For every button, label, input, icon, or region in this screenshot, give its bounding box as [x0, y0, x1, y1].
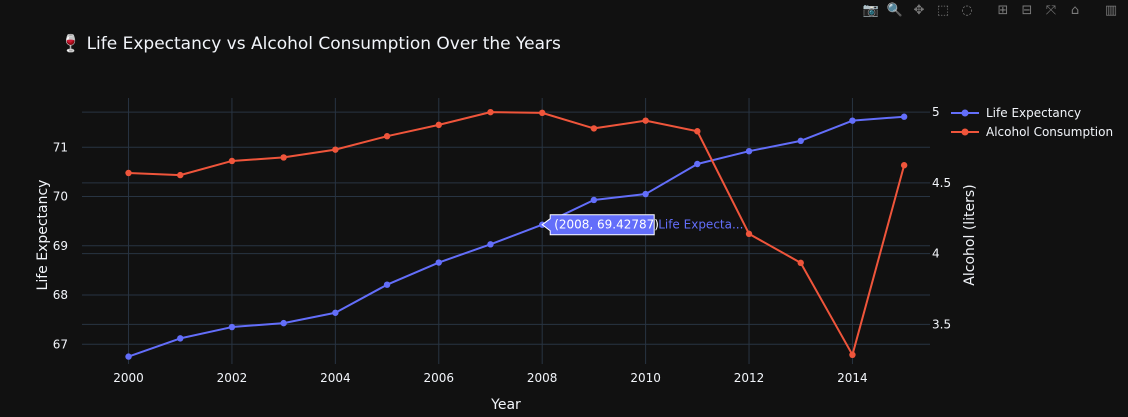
data-point[interactable] [538, 109, 546, 117]
y-tick-label: 71 [53, 140, 68, 154]
chart-title: 🍷 Life Expectancy vs Alcohol Consumption… [60, 33, 561, 54]
data-point[interactable] [435, 121, 442, 129]
data-point[interactable] [900, 113, 908, 120]
data-point[interactable] [228, 157, 236, 165]
legend-label: Alcohol Consumption [986, 125, 1113, 139]
y-tick-label: 70 [53, 190, 68, 204]
data-point[interactable] [745, 230, 753, 238]
data-point[interactable] [797, 259, 804, 267]
legend-marker [961, 109, 969, 117]
camera-icon[interactable]: 📷 [862, 3, 880, 18]
data-point[interactable] [125, 353, 132, 360]
data-point[interactable] [383, 281, 391, 288]
data-point[interactable] [849, 351, 856, 359]
y-tick-label: 67 [53, 337, 68, 351]
y2-tick-label: 3.5 [932, 317, 951, 331]
x-tick-label: 2000 [113, 371, 144, 385]
legend-item[interactable]: Alcohol Consumption [951, 125, 1113, 139]
y-tick-label: 69 [53, 239, 68, 253]
data-point[interactable] [642, 117, 649, 124]
lasso-select-icon[interactable]: ◌ [961, 3, 973, 18]
x-tick-label: 2008 [527, 371, 558, 385]
x-tick-label: 2004 [320, 371, 351, 385]
reset-axes-icon[interactable]: ⌂ [1070, 3, 1080, 18]
zoom-icon[interactable]: 🔍 [886, 3, 904, 18]
legend-label: Life Expectancy [986, 106, 1081, 120]
y-axis-title: Life Expectancy [35, 180, 51, 291]
data-point[interactable] [332, 146, 339, 153]
box-select-icon[interactable]: ⬚ [936, 3, 950, 18]
zoom-in-icon[interactable]: ⊞ [997, 3, 1009, 18]
data-point[interactable] [280, 154, 287, 161]
data-point[interactable] [590, 196, 598, 204]
data-point[interactable] [177, 335, 184, 342]
modebar: 📷 🔍 ✥ ⬚ ◌ ⊞ ⊟ ⤧ ⌂ ▥ [862, 2, 1120, 20]
grid [82, 98, 930, 364]
plotly-logo-icon[interactable]: ▥ [1104, 3, 1118, 18]
x-tick-label: 2014 [837, 371, 868, 385]
x-tick-label: 2010 [630, 371, 661, 385]
x-tick-label: 2006 [424, 371, 455, 385]
x-axis-title: Year [490, 397, 521, 413]
data-point[interactable] [177, 171, 184, 179]
hover-value: (2008, 69.42787) [554, 218, 659, 232]
autoscale-icon[interactable]: ⤧ [1045, 3, 1057, 18]
data-point[interactable] [487, 108, 494, 116]
data-point[interactable] [332, 309, 339, 316]
y-tick-label: 68 [53, 288, 68, 302]
x-tick-label: 2002 [217, 371, 248, 385]
y2-tick-label: 4.5 [932, 176, 951, 190]
x-tick-label: 2012 [734, 371, 765, 385]
data-point[interactable] [849, 117, 856, 124]
data-point[interactable] [383, 133, 391, 140]
series-layer [125, 108, 908, 360]
y2-axis-title: Alcohol (liters) [962, 184, 978, 285]
data-point[interactable] [900, 162, 908, 169]
hover-box [541, 214, 655, 236]
series-line-life-expectancy [128, 115, 905, 358]
axes: 2000 2002 2004 2006 2008 2010 2012 2014 67 68 69 70… [53, 105, 951, 385]
legend-item[interactable]: Life Expectancy [951, 106, 1081, 120]
data-point[interactable] [745, 148, 753, 155]
data-point[interactable] [694, 128, 701, 135]
legend[interactable]: Life Expectancy Alcohol Consumption [951, 106, 1113, 139]
data-point[interactable] [228, 323, 236, 331]
data-point[interactable] [642, 190, 649, 198]
pan-icon[interactable]: ✥ [913, 3, 925, 18]
data-point[interactable] [435, 259, 442, 266]
data-point[interactable] [125, 169, 132, 177]
data-point[interactable] [694, 160, 701, 168]
data-point[interactable] [590, 125, 598, 132]
y2-tick-label: 5 [932, 105, 940, 119]
hover-series-name: Life Expecta... [658, 218, 743, 232]
data-point[interactable] [280, 319, 287, 327]
hover-tooltip: (2008, 69.42787) Life Expecta... [541, 214, 743, 236]
data-point[interactable] [487, 241, 494, 248]
y2-tick-label: 4 [932, 247, 940, 261]
legend-marker [961, 128, 969, 136]
data-point[interactable] [797, 137, 804, 145]
series-line-alcohol-consumption [128, 111, 906, 356]
zoom-out-icon[interactable]: ⊟ [1021, 3, 1033, 18]
